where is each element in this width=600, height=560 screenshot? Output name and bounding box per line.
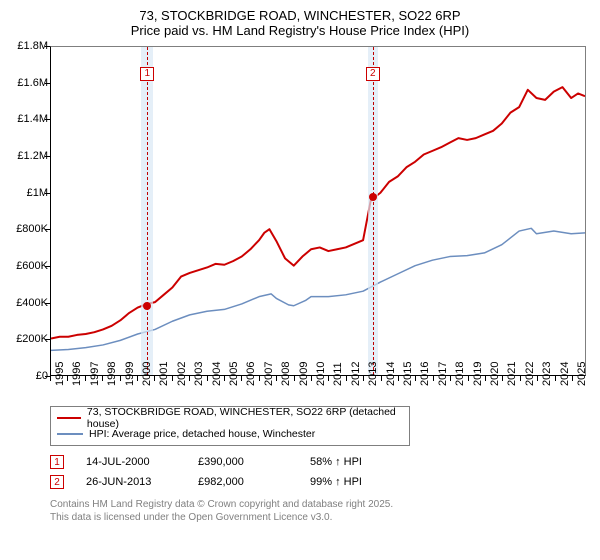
legend: 73, STOCKBRIDGE ROAD, WINCHESTER, SO22 6… [50,406,410,446]
row-price: £982,000 [198,476,288,488]
marker-label-box: 1 [140,67,154,81]
title-line-1: 73, STOCKBRIDGE ROAD, WINCHESTER, SO22 6… [8,8,592,23]
marker-line [373,47,374,375]
y-tick-label: £600K [16,260,48,272]
sales-table: 1 14-JUL-2000 £390,000 58% ↑ HPI 2 26-JUN-201… [50,452,592,492]
legend-swatch [57,417,81,419]
legend-label: HPI: Average price, detached house, Winc… [89,428,315,440]
y-tick-label: £1M [27,187,48,199]
y-tick-label: £1.2M [17,150,48,162]
y-tick-label: £0 [36,370,48,382]
footer-attribution: Contains HM Land Registry data © Crown c… [50,498,592,524]
x-tick-label: 2025 [576,362,596,386]
marker-dot [369,193,377,201]
title-line-2: Price paid vs. HM Land Registry's House … [8,23,592,38]
marker-label-box: 2 [366,67,380,81]
row-delta: 58% ↑ HPI [310,456,400,468]
y-tick-label: £1.8M [17,40,48,52]
footer-line-2: This data is licensed under the Open Gov… [50,511,592,524]
series-line [51,87,585,338]
y-tick-label: £1.6M [17,77,48,89]
marker-line [147,47,148,375]
row-index-box: 1 [50,455,64,469]
series-line [51,228,585,350]
y-tick-label: £800K [16,223,48,235]
row-date: 26-JUN-2013 [86,476,176,488]
marker-dot [143,302,151,310]
legend-item: 73, STOCKBRIDGE ROAD, WINCHESTER, SO22 6… [57,410,403,426]
legend-swatch [57,433,83,435]
plot-area: 12 [50,46,586,376]
row-price: £390,000 [198,456,288,468]
row-date: 14-JUL-2000 [86,456,176,468]
line-series-svg [51,47,585,375]
y-tick-label: £200K [16,333,48,345]
row-delta: 99% ↑ HPI [310,476,400,488]
row-index-box: 2 [50,475,64,489]
y-tick-label: £400K [16,297,48,309]
y-tick-label: £1.4M [17,113,48,125]
chart-title: 73, STOCKBRIDGE ROAD, WINCHESTER, SO22 6… [8,8,592,38]
footer-line-1: Contains HM Land Registry data © Crown c… [50,498,592,511]
table-row: 2 26-JUN-2013 £982,000 99% ↑ HPI [50,472,592,492]
chart-container: 12 £0£200K£400K£600K£800K£1M£1.2M£1.4M£1… [8,42,592,402]
table-row: 1 14-JUL-2000 £390,000 58% ↑ HPI [50,452,592,472]
legend-label: 73, STOCKBRIDGE ROAD, WINCHESTER, SO22 6… [87,406,403,430]
